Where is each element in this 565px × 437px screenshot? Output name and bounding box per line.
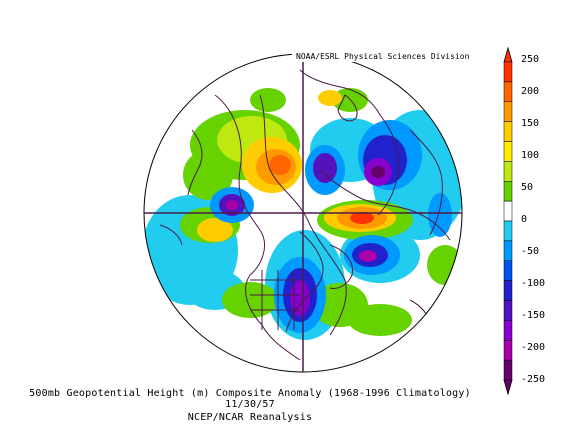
colorbar-box	[503, 81, 513, 102]
coastlines	[159, 69, 456, 361]
colorbar-label: 50	[521, 182, 534, 193]
colorbar-box	[503, 340, 513, 361]
colorbar-box	[503, 280, 513, 301]
colorbar-label: -150	[521, 310, 546, 321]
colorbar-box	[503, 260, 513, 281]
colorbar-label: 250	[521, 54, 540, 65]
colorbar	[503, 46, 513, 396]
colorbar-label: -100	[521, 278, 546, 289]
colorbar-label: 100	[521, 150, 540, 161]
source-box	[292, 48, 462, 62]
colorbar-box	[503, 181, 513, 202]
crosshair	[144, 54, 462, 372]
colorbar-box	[503, 359, 513, 381]
colorbar-label: -50	[521, 246, 540, 257]
polar-disc	[143, 53, 463, 373]
source-label: NOAA/ESRL Physical Sciences Division	[296, 52, 470, 61]
map-caption-source: NCEP/NCAR Reanalysis	[187, 412, 313, 423]
colorbar-box	[503, 161, 513, 182]
colorbar-bottom-arrow	[503, 379, 513, 396]
colorbar-box	[503, 220, 513, 242]
colorbar-label: -200	[521, 342, 546, 353]
colorbar-label: -250	[521, 374, 546, 385]
colorbar-box	[503, 61, 513, 83]
colorbar-label: 0	[521, 214, 528, 225]
colorbar-box	[503, 200, 513, 222]
colorbar-box	[503, 320, 513, 341]
colorbar-box	[503, 121, 513, 142]
colorbar-box	[503, 141, 513, 162]
colorbar-box	[503, 300, 513, 321]
anomaly-field	[144, 69, 462, 361]
colorbar-box	[503, 101, 513, 122]
colorbar-label: 200	[521, 86, 540, 97]
colorbar-top-arrow	[503, 46, 513, 63]
colorbar-label: 150	[521, 118, 540, 129]
colorbar-box	[503, 240, 513, 261]
map-caption-date: 11/30/57	[225, 399, 275, 410]
map-caption-title: 500mb Geopotential Height (m) Composite …	[29, 388, 471, 399]
